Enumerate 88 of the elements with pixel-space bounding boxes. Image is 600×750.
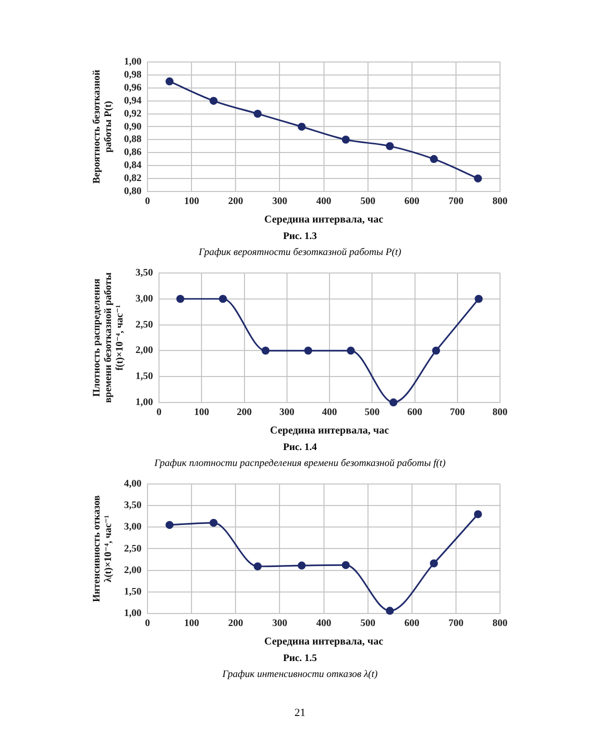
point [210, 96, 218, 105]
point [298, 562, 306, 570]
y-tick-label: 4,00 [124, 478, 142, 490]
point [342, 136, 350, 144]
point [176, 294, 184, 303]
x-tick-label: 700 [448, 618, 464, 629]
x-tick-label: 300 [272, 196, 288, 207]
y-tick-label: 2,00 [136, 345, 153, 356]
point [430, 155, 438, 164]
point [166, 77, 174, 86]
y-tick-label: 0,96 [124, 82, 142, 94]
y-tick-label: 1,50 [124, 586, 142, 598]
y-tick-label: 0,94 [124, 95, 142, 106]
x-tick-label: 700 [450, 406, 465, 418]
y-tick-label: 0,92 [124, 108, 142, 120]
point [430, 559, 438, 568]
x-tick-label: 0 [156, 406, 162, 418]
point [166, 520, 174, 529]
x-tick-label: 100 [184, 618, 200, 629]
y-tick-label: 3,00 [136, 293, 153, 304]
x-tick-label: 700 [448, 196, 464, 207]
point [254, 110, 262, 118]
point [432, 346, 440, 355]
text: Рис. 1.3 [282, 230, 318, 244]
x-axis-title: Середина интервала, час [270, 425, 390, 436]
text: Рис. 1.4 [282, 441, 318, 455]
x-tick-label: 400 [316, 196, 332, 207]
point [342, 561, 350, 570]
x-tick-label: 800 [492, 618, 508, 629]
x-axis-title: Середина интервала, час [264, 636, 384, 648]
x-tick-label: 200 [228, 618, 244, 629]
x-tick-label: 100 [184, 196, 200, 207]
y-tick-label: 1,50 [136, 371, 153, 382]
y-tick-label: 3,00 [124, 522, 142, 533]
point [474, 510, 482, 518]
y-tick-label: 0,98 [124, 70, 142, 81]
x-tick-label: 300 [279, 406, 294, 418]
y-axis-title: Вероятность безотказной работы P(t) [91, 70, 114, 184]
y-tick-label: 0,86 [124, 147, 142, 158]
y-tick-label: 1,00 [124, 56, 142, 68]
x-tick-label: 200 [228, 196, 244, 207]
x-tick-label: 600 [407, 406, 422, 418]
text: График вероятности безотказной работы P(t) [198, 246, 402, 260]
y-tick-label: 0,80 [124, 186, 142, 197]
point [389, 398, 398, 406]
x-tick-label: 300 [272, 618, 288, 629]
x-tick-label: 0 [145, 196, 150, 207]
point [386, 142, 394, 150]
point [474, 294, 483, 303]
point [210, 518, 218, 527]
x-tick-label: 500 [360, 196, 376, 207]
x-tick-label: 100 [194, 406, 210, 418]
x-tick-label: 800 [492, 406, 508, 418]
y-tick-label: 0,84 [124, 160, 142, 172]
y-tick-label: 0,82 [124, 173, 142, 184]
x-tick-label: 200 [236, 406, 252, 418]
y-tick-label: 1,00 [136, 396, 153, 408]
text: 21 [294, 706, 306, 720]
y-tick-label: 2,00 [124, 564, 142, 576]
text: Рис. 1.5 [282, 652, 318, 666]
y-tick-label: 0,88 [124, 134, 142, 146]
point [304, 346, 312, 355]
x-tick-label: 600 [404, 618, 420, 629]
x-tick-label: 500 [360, 618, 376, 629]
point [298, 122, 306, 131]
y-tick-label: 3,50 [136, 268, 153, 279]
text: График интенсивности отказов λ(t) [221, 668, 379, 682]
x-axis-title: Середина интервала, час [264, 214, 384, 226]
x-tick-label: 600 [404, 196, 420, 207]
point [346, 346, 355, 355]
point [218, 294, 227, 303]
point [262, 346, 270, 355]
y-tick-label: 2,50 [136, 319, 153, 330]
y-tick-label: 1,00 [124, 608, 142, 619]
point [474, 174, 482, 182]
x-tick-label: 800 [492, 196, 508, 207]
x-tick-label: 500 [364, 406, 380, 418]
x-tick-label: 400 [316, 618, 332, 629]
x-tick-label: 0 [145, 618, 150, 629]
text: График плотности распределения времени безотказной работы f(t) [153, 457, 447, 471]
point [254, 562, 262, 570]
y-axis-title: Плотность распределения времени безотказной работы f(t)×10⁻⁴, час⁻¹ [91, 272, 126, 403]
point [386, 606, 394, 615]
y-tick-label: 2,50 [124, 543, 142, 554]
y-tick-label: 3,50 [124, 500, 142, 512]
y-axis-title: Интенсивность отказов λ(t)×10⁻⁴, час⁻¹ [91, 494, 114, 602]
y-tick-label: 0,90 [124, 121, 142, 132]
x-tick-label: 400 [322, 406, 337, 418]
